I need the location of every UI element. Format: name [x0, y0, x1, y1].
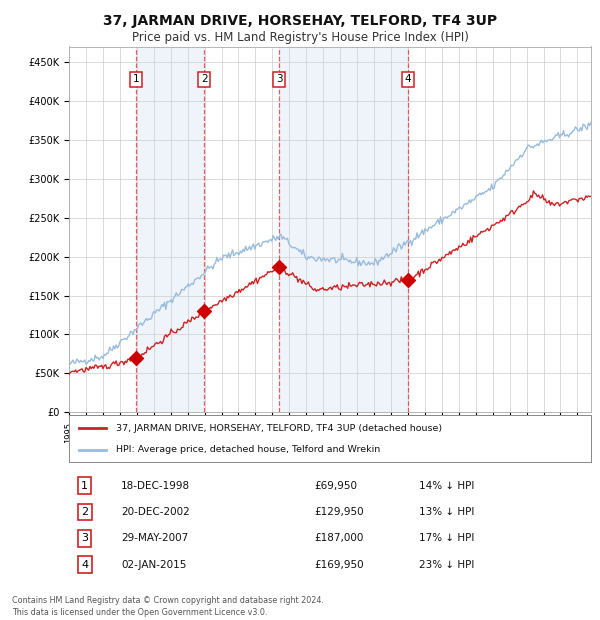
Text: 02-JAN-2015: 02-JAN-2015: [121, 560, 187, 570]
Text: 1: 1: [133, 74, 139, 84]
Text: 23% ↓ HPI: 23% ↓ HPI: [419, 560, 474, 570]
Point: [403, 275, 413, 285]
Point: [131, 353, 141, 363]
Text: 37, JARMAN DRIVE, HORSEHAY, TELFORD, TF4 3UP (detached house): 37, JARMAN DRIVE, HORSEHAY, TELFORD, TF4…: [116, 424, 442, 433]
Text: Price paid vs. HM Land Registry's House Price Index (HPI): Price paid vs. HM Land Registry's House …: [131, 31, 469, 44]
Bar: [280, 46, 408, 412]
Text: 37, JARMAN DRIVE, HORSEHAY, TELFORD, TF4 3UP: 37, JARMAN DRIVE, HORSEHAY, TELFORD, TF4…: [103, 14, 497, 29]
Text: 4: 4: [405, 74, 412, 84]
Text: 3: 3: [276, 74, 283, 84]
Text: 17% ↓ HPI: 17% ↓ HPI: [419, 533, 474, 543]
Text: £169,950: £169,950: [314, 560, 364, 570]
Text: Contains HM Land Registry data © Crown copyright and database right 2024.
This d: Contains HM Land Registry data © Crown c…: [12, 596, 324, 617]
Bar: [136, 46, 204, 412]
Text: 18-DEC-1998: 18-DEC-1998: [121, 480, 190, 490]
Text: HPI: Average price, detached house, Telford and Wrekin: HPI: Average price, detached house, Telf…: [116, 445, 380, 454]
Text: 2: 2: [201, 74, 208, 84]
Text: 29-MAY-2007: 29-MAY-2007: [121, 533, 188, 543]
Text: 13% ↓ HPI: 13% ↓ HPI: [419, 507, 474, 517]
Text: £187,000: £187,000: [314, 533, 364, 543]
Text: 14% ↓ HPI: 14% ↓ HPI: [419, 480, 474, 490]
Text: 1: 1: [81, 480, 88, 490]
Text: 4: 4: [81, 560, 88, 570]
Text: 3: 3: [81, 533, 88, 543]
Text: £129,950: £129,950: [314, 507, 364, 517]
Point: [199, 306, 209, 316]
Point: [275, 262, 284, 272]
Text: £69,950: £69,950: [314, 480, 358, 490]
Text: 20-DEC-2002: 20-DEC-2002: [121, 507, 190, 517]
Text: 2: 2: [81, 507, 88, 517]
